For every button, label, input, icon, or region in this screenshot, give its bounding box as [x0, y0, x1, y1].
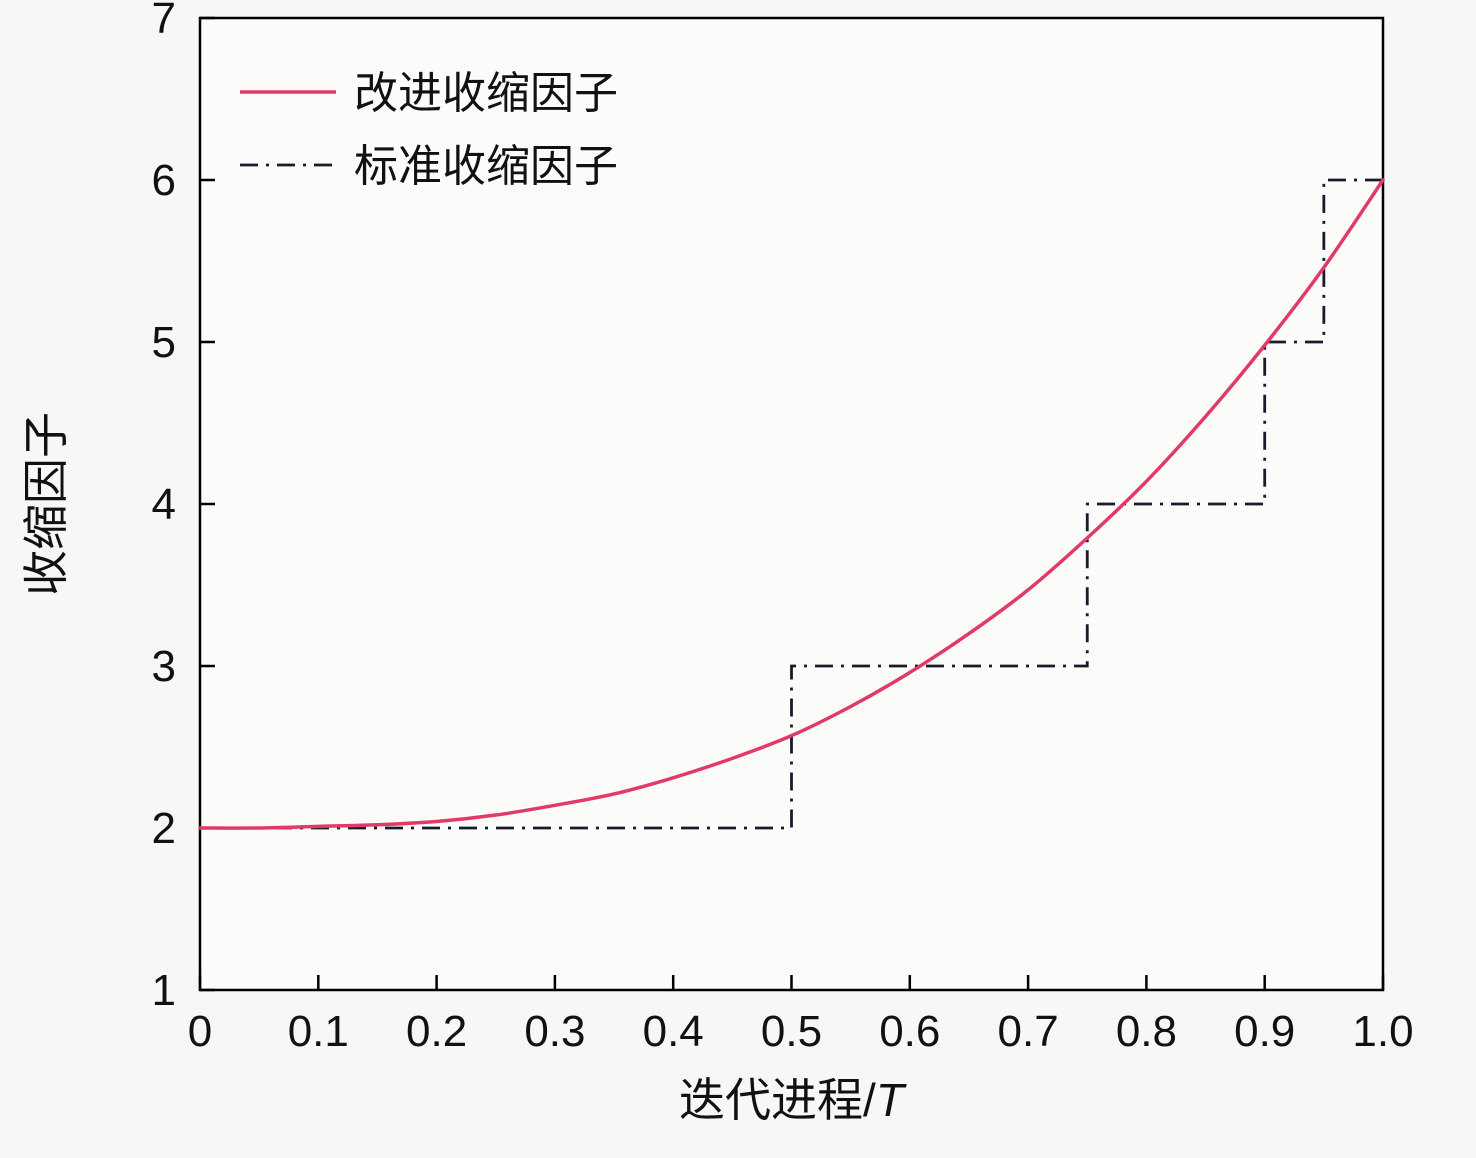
y-tick-label: 5 [152, 318, 176, 367]
y-tick-label: 1 [152, 966, 176, 1015]
improved-line [198, 178, 1385, 830]
y-axis-label: 收缩因子 [20, 412, 72, 596]
y-tick-label: 7 [152, 0, 176, 43]
x-tick-label: 0.1 [288, 1007, 349, 1056]
x-tick-label: 0.7 [998, 1007, 1059, 1056]
legend-label-standard: 标准收缩因子 [354, 142, 618, 191]
x-tick-label: 0.2 [406, 1007, 467, 1056]
x-tick-label: 0.3 [524, 1007, 585, 1056]
y-tick-label: 2 [152, 804, 176, 853]
x-tick-label: 0.6 [879, 1007, 940, 1056]
x-tick-label: 0.9 [1234, 1007, 1295, 1056]
x-tick-label: 1.0 [1352, 1007, 1413, 1056]
y-axis: 1 2 3 4 5 6 7 [152, 0, 215, 1015]
x-tick-label: 0.4 [643, 1007, 704, 1056]
standard-line [200, 178, 1383, 830]
x-axis: 0 0.1 0.2 0.3 0.4 0.5 0.6 0.7 0.8 0.9 1.0 [188, 975, 1414, 1056]
y-tick-label: 4 [152, 480, 176, 529]
legend-label-improved: 改进收缩因子 [354, 69, 618, 118]
y-tick-label: 6 [152, 156, 176, 205]
x-axis-label: 迭代进程/T [679, 1074, 907, 1126]
x-tick-label: 0.5 [761, 1007, 822, 1056]
x-tick-label: 0.8 [1116, 1007, 1177, 1056]
y-tick-label: 3 [152, 642, 176, 691]
x-tick-label: 0 [188, 1007, 212, 1056]
